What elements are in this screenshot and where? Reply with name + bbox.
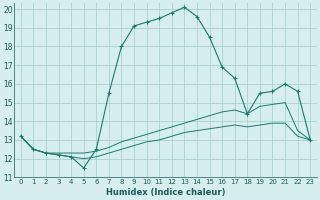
X-axis label: Humidex (Indice chaleur): Humidex (Indice chaleur)	[106, 188, 225, 197]
